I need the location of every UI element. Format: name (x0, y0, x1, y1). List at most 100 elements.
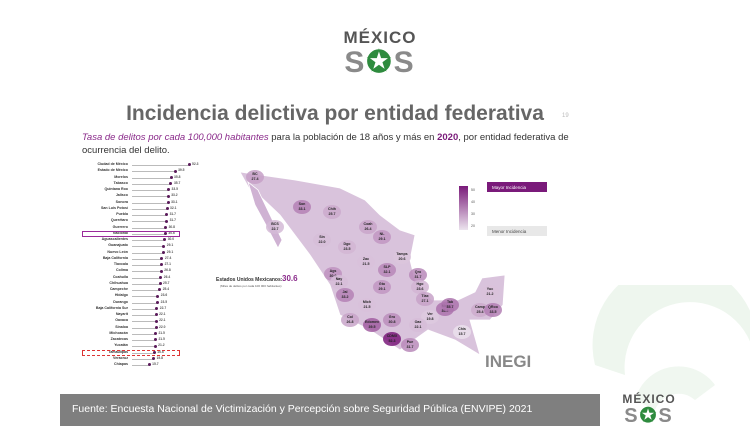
row-label: Chiapas (114, 362, 128, 366)
data-label: 31.7 (169, 218, 176, 223)
subtitle-end: , por entidad federativa de ocurrencia d… (82, 132, 569, 156)
state-value: 35.7 (447, 305, 454, 309)
state-value: 26.4 (365, 227, 372, 231)
state-abbr: Ver (427, 312, 433, 316)
subtitle-text: para la población de 18 años y más en (268, 132, 438, 143)
state-value: 31.7 (415, 275, 422, 279)
state-value: 26.8 (347, 320, 354, 324)
highlight-box (82, 230, 180, 237)
row-label: Baja California (102, 255, 128, 260)
state-abbr: Hgo (417, 282, 425, 286)
state-abbr: SLP (384, 265, 392, 269)
state-shape (341, 313, 359, 327)
dot-row: Nuevo León 29.1 (80, 250, 210, 256)
state-value: 33.5 (490, 310, 497, 314)
data-dot (152, 350, 156, 354)
data-label: 39.5 (178, 168, 185, 173)
data-label: 20.6 (157, 349, 164, 354)
state-abbr: Edomex (365, 320, 379, 324)
state-value: 22.1 (336, 282, 343, 286)
state-shape (393, 250, 411, 264)
row-line (132, 315, 157, 316)
source-footer: Fuente: Encuesta Nacional de Victimizaci… (60, 394, 600, 426)
row-label: Zacatecas (110, 337, 128, 341)
state-value: 21.5 (363, 262, 370, 266)
legend-tick: 30 (471, 212, 475, 216)
highlight-box (82, 349, 180, 356)
row-line (132, 340, 156, 341)
dot-row: Chihuahua 25.7 (80, 281, 210, 287)
row-line (132, 265, 162, 266)
data-dot (155, 307, 159, 311)
data-dot (166, 194, 170, 198)
data-dot (158, 288, 162, 292)
state-value: 22.0 (319, 240, 326, 244)
row-label: Guanajuato (108, 243, 128, 248)
mexico-sos-logo-small: MÉXICO S✪S (608, 392, 690, 426)
state-shape (246, 170, 264, 184)
row-label: Colima (116, 268, 128, 273)
data-label: 22.0 (159, 324, 166, 329)
state-abbr: QRoo (488, 305, 499, 309)
row-label: Nuevo León (107, 249, 128, 254)
state-abbr: Sin (319, 235, 325, 239)
row-label: Baja California Sur (95, 305, 128, 310)
row-line (132, 171, 176, 173)
row-line (132, 190, 169, 191)
dot-row: Veracruz 19.8 (80, 356, 210, 362)
data-dot (154, 325, 158, 329)
dot-row: Tabasco 35.7 (80, 181, 210, 187)
data-label: 22.1 (159, 312, 166, 316)
legend-min-label: Menor Incidencia (492, 229, 527, 234)
row-line (132, 308, 157, 310)
data-label: 25.7 (163, 280, 170, 285)
row-label: Veracruz (113, 355, 128, 360)
data-dot (162, 244, 166, 248)
state-shape (484, 303, 502, 317)
row-line (132, 221, 167, 223)
data-dot (187, 163, 191, 167)
row-label: Chihuahua (109, 280, 128, 285)
row-line (132, 346, 156, 348)
data-label: 26.4 (163, 274, 171, 279)
row-label: Puebla (116, 212, 128, 216)
data-label: 29.1 (166, 249, 174, 254)
data-dot (154, 313, 158, 317)
dot-row: Baja California Sur 22.7 (80, 306, 210, 312)
data-label: 22.7 (159, 305, 167, 310)
data-label: 29.1 (166, 243, 174, 248)
state-value: 33.2 (342, 295, 349, 299)
state-shape (313, 233, 331, 247)
row-line (132, 215, 167, 216)
